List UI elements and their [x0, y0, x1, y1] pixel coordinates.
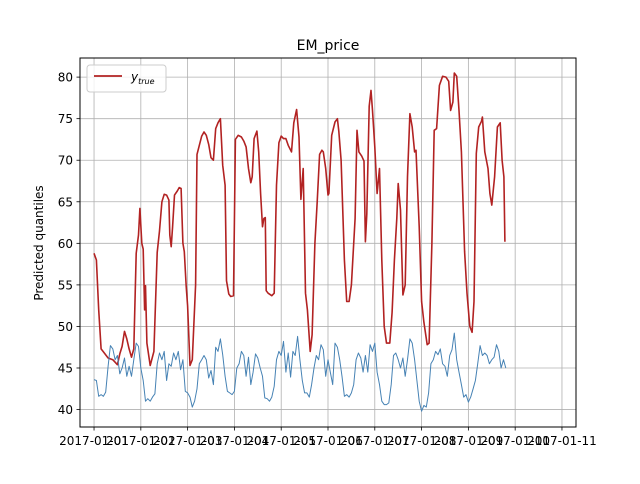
legend: ytrue: [86, 64, 167, 93]
series-line-y-true: [93, 72, 506, 367]
x-tick-label: 2017-01-06: [293, 434, 363, 448]
y-tick-label: 40: [58, 403, 73, 417]
legend-label-main: y: [130, 70, 139, 84]
x-tick-label: 2017-01-01: [59, 434, 129, 448]
x-tick-label: 2017-01-02: [106, 434, 176, 448]
x-tick-label: 2017-01-08: [387, 434, 457, 448]
x-tick-label: 2017-01-09: [434, 434, 504, 448]
legend-label-y-true: ytrue: [130, 70, 155, 86]
y-tick-label: 65: [58, 195, 73, 209]
x-tick-label: 2017-01-10: [480, 434, 550, 448]
y-axis-label: Predicted quantiles: [32, 185, 46, 300]
y-tick-label: 75: [58, 112, 73, 126]
y-tick-label: 50: [58, 320, 73, 334]
y-tick-label: 80: [58, 71, 73, 85]
plot-frame: [79, 57, 577, 428]
chart-title: EM_price: [297, 38, 360, 54]
x-tick-label: 2017-01-04: [200, 434, 270, 448]
x-tick-label: 2017-01-11: [527, 434, 597, 448]
y-tick-label: 70: [58, 154, 73, 168]
y-tick-label: 55: [58, 278, 73, 292]
y-tick-label: 45: [58, 361, 73, 375]
x-tick-label: 2017-01-05: [246, 434, 316, 448]
grid-layer: [80, 58, 576, 427]
x-tick-label: 2017-01-07: [340, 434, 410, 448]
legend-label-subscript: true: [138, 77, 154, 86]
x-tick-label: 2017-01-03: [153, 434, 223, 448]
ticks-layer: 4045505560657075802017-01-012017-01-0220…: [58, 71, 597, 448]
series-line-quantile: [93, 332, 507, 412]
y-tick-label: 60: [58, 237, 73, 251]
legend-box: [86, 64, 167, 93]
series-layer: [93, 72, 507, 412]
